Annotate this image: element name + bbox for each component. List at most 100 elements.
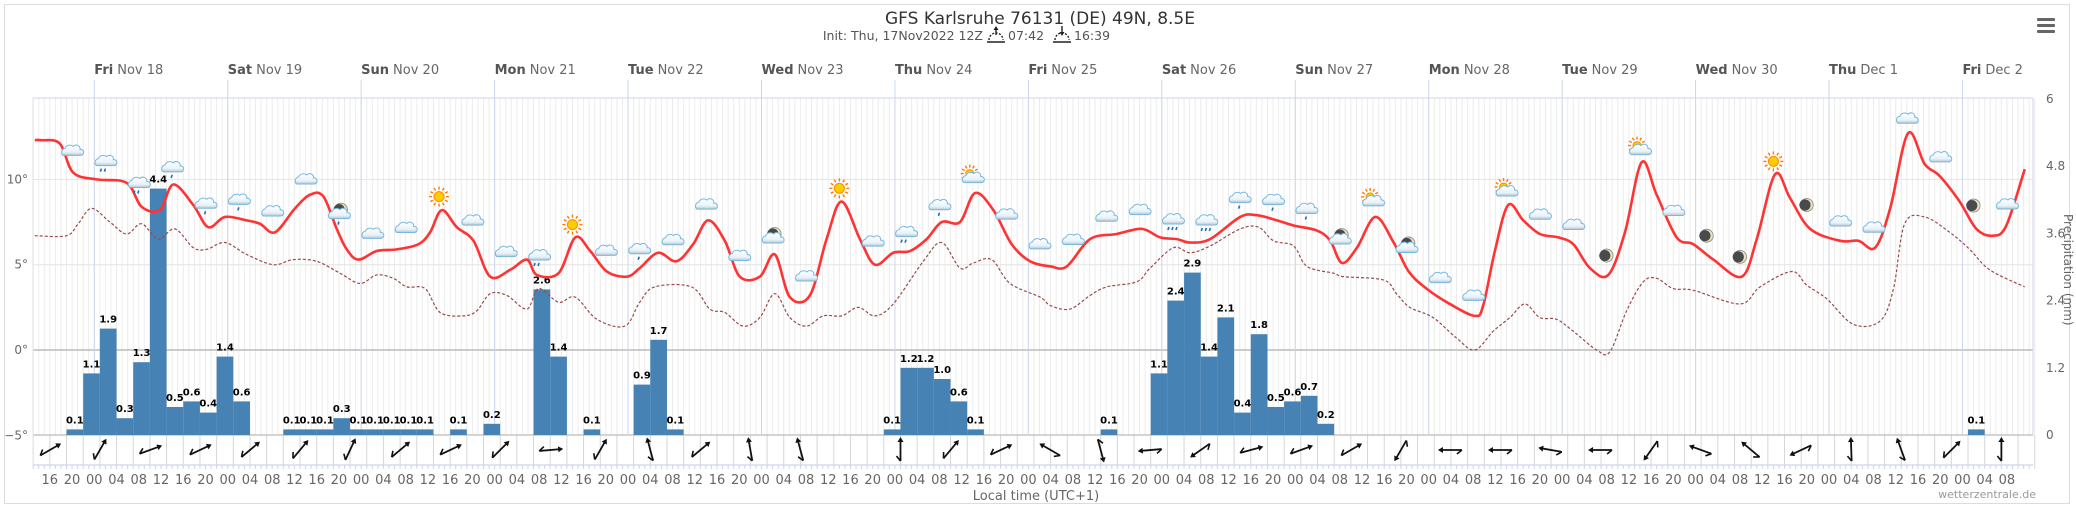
wind-arrow-icon: [189, 443, 212, 456]
wind-arrow-icon: [39, 443, 62, 457]
day-of-week: Thu: [895, 63, 922, 78]
time-tick-label: 16: [709, 473, 726, 488]
temperature-curves: [34, 130, 2026, 356]
rain-drop: [1208, 227, 1212, 232]
weather-icon-cloud: [394, 221, 418, 233]
sun-ray: [563, 227, 567, 231]
wind-arrow-head: [456, 443, 462, 450]
precipitation-bar: [550, 356, 567, 435]
day-labels: Fri Nov 18 Sat Nov 19 Sun Nov 20 Mon Nov 21 Tue N…: [93, 63, 2023, 435]
wind-arrow-icon: [1137, 447, 1163, 455]
wind-arrow-head: [503, 440, 510, 447]
sun-ray: [433, 187, 437, 191]
rain-drop: [137, 190, 140, 194]
wind-arrow-shaft: [1645, 440, 1659, 458]
day-of-week: Tue: [628, 63, 654, 78]
wind-arrow-barb: [989, 448, 995, 456]
cloud-shape: [1562, 218, 1586, 230]
time-tick-label: 08: [1598, 473, 1615, 488]
day-label: Sun Nov 27: [1295, 63, 1373, 78]
sun-ray: [1779, 164, 1783, 168]
rain-drop: [900, 239, 903, 243]
sun-ray: [833, 194, 837, 198]
precipitation-bar-label: 0.2: [483, 410, 501, 421]
sun-ray: [563, 219, 567, 222]
sun-ray: [1498, 178, 1502, 183]
sun-ray: [566, 215, 570, 219]
wind-arrow-barb: [189, 448, 194, 456]
sun-ray: [1639, 137, 1643, 141]
time-tick-label: 08: [1465, 473, 1482, 488]
day-label: Sun Nov 20: [361, 63, 439, 78]
precipitation-axis: Precipitation (mm) 6 4.8 3.6 2.4 1.2 0: [2046, 92, 2075, 442]
hamburger-menu-icon[interactable]: [2034, 15, 2058, 35]
wind-arrow-head: [1741, 441, 1747, 448]
weather-icon-cloud: [1662, 204, 1686, 217]
wind-arrow-head: [1257, 445, 1264, 451]
time-tick-label: 04: [1443, 473, 1460, 488]
wind-arrow-icon: [1239, 445, 1264, 454]
precipitation-bar-label: 1.4: [1200, 343, 1218, 354]
credit-link[interactable]: wetterzentrale.de: [1938, 488, 2036, 501]
temperature-tick-label: −5°: [4, 428, 28, 442]
time-tick-label: 16: [308, 473, 325, 488]
rain-drop: [1167, 226, 1170, 231]
wind-arrow-barb: [1239, 447, 1245, 454]
time-tick-label: 16: [1376, 473, 1393, 488]
time-tick-label: 00: [1821, 473, 1838, 488]
wind-arrow-barb: [1289, 447, 1295, 455]
wind-arrow-head: [1998, 437, 2005, 442]
cloud-shape: [1295, 202, 1319, 214]
day-label: Thu Nov 24: [895, 63, 972, 78]
precipitation-axis-title: Precipitation (mm): [2061, 214, 2075, 326]
chart-subtitle: Init: Thu, 17Nov2022 12Z 07:42 16:39: [823, 26, 1110, 43]
cloud-shape: [1829, 215, 1853, 227]
time-tick-label: 12: [1887, 473, 1904, 488]
time-tick-label: 20: [998, 473, 1015, 488]
time-tick-label: 00: [887, 473, 904, 488]
wind-arrow-head: [1895, 437, 1902, 444]
wind-arrow-shaft: [1897, 441, 1906, 461]
wind-arrow-icon: [343, 438, 357, 461]
wind-arrow-shaft: [1192, 442, 1211, 456]
precipitation-tick-label: 0: [2046, 428, 2054, 442]
wind-arrow-barb: [1899, 456, 1906, 462]
wind-arrow-shaft: [39, 444, 59, 457]
weather-icon-cloud: [61, 144, 85, 156]
wind-arrow-head: [1039, 443, 1046, 449]
rain-drop: [1204, 227, 1208, 232]
precipitation-bar-label: 0.1: [366, 415, 384, 426]
moon-shadow: [1699, 230, 1711, 242]
weather-icon-cloud: [361, 227, 385, 239]
wind-arrow-icon: [1996, 437, 2005, 462]
precipitation-bar-label: 1.3: [133, 348, 151, 359]
precipitation-bar-label: 0.1: [967, 415, 985, 426]
weather-icon-sun: [429, 186, 450, 207]
wind-arrow-head: [254, 441, 260, 448]
day-date: Nov 28: [1464, 63, 1510, 78]
wind-arrow-barb: [39, 449, 44, 456]
weather-icon-cloud: [294, 173, 318, 185]
precipitation-bar-label: 0.2: [1317, 410, 1335, 421]
precipitation-bar-label: 1.2: [900, 354, 918, 365]
wind-arrow-head: [1394, 455, 1400, 462]
day-date: Nov 20: [393, 63, 439, 78]
precipitation-bar-label: 0.4: [199, 399, 217, 410]
cloud-shape: [661, 233, 685, 246]
wind-arrow-barb: [1705, 453, 1712, 457]
wind-arrow-shaft: [1042, 444, 1061, 457]
wind-arrow-barb: [647, 456, 654, 462]
cloud-shape: [1362, 195, 1386, 207]
wind-arrow-shaft: [189, 445, 209, 456]
cloud-shape: [94, 154, 118, 167]
time-tick-label: 00: [1954, 473, 1971, 488]
time-tick-label: 12: [1621, 473, 1638, 488]
wind-arrow-barb: [942, 452, 945, 459]
cloud-shape: [1529, 208, 1552, 220]
day-date: Nov 24: [926, 63, 972, 78]
moon-shadow: [1599, 249, 1611, 262]
wind-arrow-shaft: [647, 441, 655, 461]
weather-icon-sun-cloud: [1361, 187, 1386, 207]
time-tick-label: 12: [553, 473, 570, 488]
day-date: Nov 27: [1327, 63, 1373, 78]
